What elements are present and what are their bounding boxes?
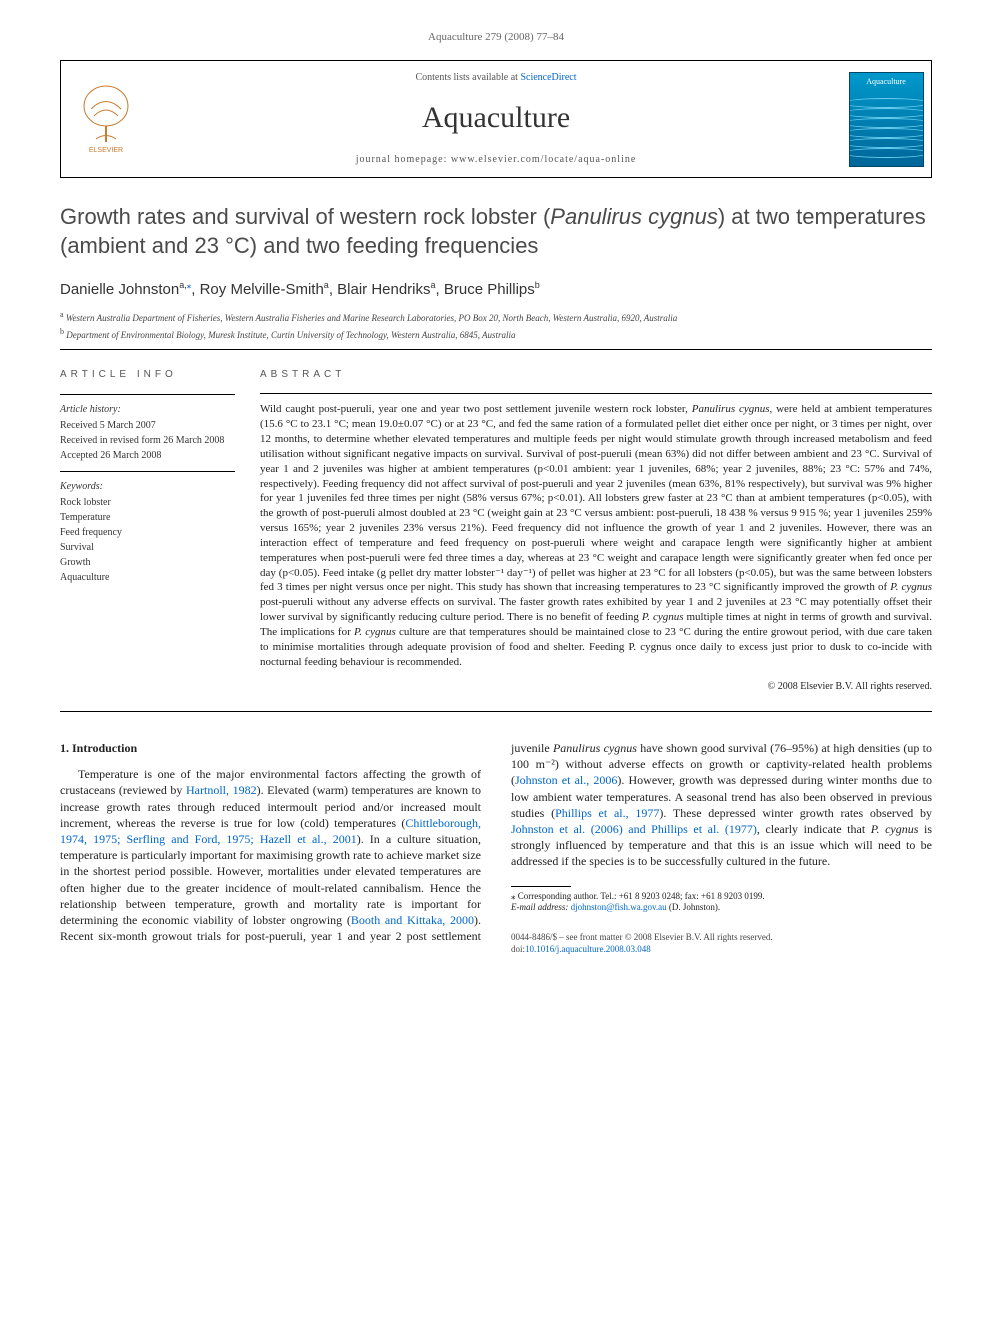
elsevier-tree-icon: ELSEVIER <box>76 84 136 154</box>
journal-citation: Aquaculture 279 (2008) 77–84 <box>60 30 932 45</box>
contents-lists-line: Contents lists available at ScienceDirec… <box>415 71 576 85</box>
contents-prefix: Contents lists available at <box>415 72 520 83</box>
ref-johnston-phillips[interactable]: Johnston et al. (2006) and Phillips et a… <box>511 822 757 836</box>
journal-header-box: ELSEVIER Contents lists available at Sci… <box>60 60 932 178</box>
intro-paragraph-1: Temperature is one of the major environm… <box>60 740 932 955</box>
rule <box>60 471 235 472</box>
title-pre: Growth rates and survival of western roc… <box>60 204 550 229</box>
meta-abstract-row: ARTICLE INFO Article history: Received 5… <box>60 349 932 712</box>
ref-phillips-1977[interactable]: Phillips et al., 1977 <box>555 806 659 820</box>
ref-hartnoll-1982[interactable]: Hartnoll, 1982 <box>186 783 257 797</box>
history-received: Received 5 March 2007 <box>60 419 235 433</box>
authors-line: Danielle Johnstona,⁎, Roy Melville-Smith… <box>60 279 932 300</box>
corresponding-email-link[interactable]: djohnston@fish.wa.gov.au <box>571 902 667 912</box>
sciencedirect-link[interactable]: ScienceDirect <box>520 72 576 83</box>
rule <box>60 394 235 395</box>
section-1-heading: 1. Introduction <box>60 740 481 756</box>
article-info-heading: ARTICLE INFO <box>60 368 235 382</box>
abstract-text: Wild caught post-pueruli, year one and y… <box>260 402 932 669</box>
title-species: Panulirus cygnus <box>550 204 718 229</box>
journal-cover-container: Aquaculture <box>841 61 931 177</box>
aquaculture-cover-icon: Aquaculture <box>849 72 924 167</box>
keyword: Survival <box>60 541 235 555</box>
author-1: Danielle Johnston <box>60 281 179 298</box>
front-matter-line: 0044-8486/$ – see front matter © 2008 El… <box>511 932 773 942</box>
cover-title: Aquaculture <box>866 76 906 87</box>
doi-label: doi: <box>511 944 525 954</box>
ref-johnston-2006[interactable]: Johnston et al., 2006 <box>515 773 617 787</box>
article-title: Growth rates and survival of western roc… <box>60 203 932 260</box>
author-4: , Bruce Phillips <box>436 281 535 298</box>
keyword: Growth <box>60 556 235 570</box>
journal-homepage: journal homepage: www.elsevier.com/locat… <box>356 153 637 167</box>
article-info-column: ARTICLE INFO Article history: Received 5… <box>60 368 260 693</box>
author-4-affil: b <box>535 280 540 290</box>
affiliation-a: a Western Australia Department of Fisher… <box>60 310 932 324</box>
abstract-column: ABSTRACT Wild caught post-pueruli, year … <box>260 368 932 693</box>
body-two-column: 1. Introduction Temperature is one of th… <box>60 740 932 955</box>
svg-text:ELSEVIER: ELSEVIER <box>89 147 123 154</box>
rule <box>260 393 932 394</box>
history-accepted: Accepted 26 March 2008 <box>60 449 235 463</box>
author-2: , Roy Melville-Smith <box>191 281 324 298</box>
keywords-label: Keywords: <box>60 480 235 494</box>
journal-name: Aquaculture <box>422 97 570 139</box>
abstract-copyright: © 2008 Elsevier B.V. All rights reserved… <box>260 680 932 694</box>
doi-link[interactable]: 10.1016/j.aquaculture.2008.03.048 <box>525 944 651 954</box>
author-1-affil: a, <box>179 280 187 290</box>
history-label: Article history: <box>60 403 235 417</box>
ref-booth-kittaka-2000[interactable]: Booth and Kittaka, 2000 <box>351 913 474 927</box>
corresponding-footnote: ⁎ Corresponding author. Tel.: +61 8 9203… <box>511 891 932 914</box>
footer-block: 0044-8486/$ – see front matter © 2008 El… <box>511 932 932 955</box>
keyword: Rock lobster <box>60 496 235 510</box>
elsevier-logo-container: ELSEVIER <box>61 61 151 177</box>
history-revised: Received in revised form 26 March 2008 <box>60 434 235 448</box>
author-3: , Blair Hendriks <box>329 281 431 298</box>
keyword: Feed frequency <box>60 526 235 540</box>
header-center: Contents lists available at ScienceDirec… <box>151 61 841 177</box>
keyword: Temperature <box>60 511 235 525</box>
keyword: Aquaculture <box>60 571 235 585</box>
footnote-rule <box>511 886 571 887</box>
abstract-heading: ABSTRACT <box>260 368 932 382</box>
affiliation-b: b Department of Environmental Biology, M… <box>60 327 932 341</box>
